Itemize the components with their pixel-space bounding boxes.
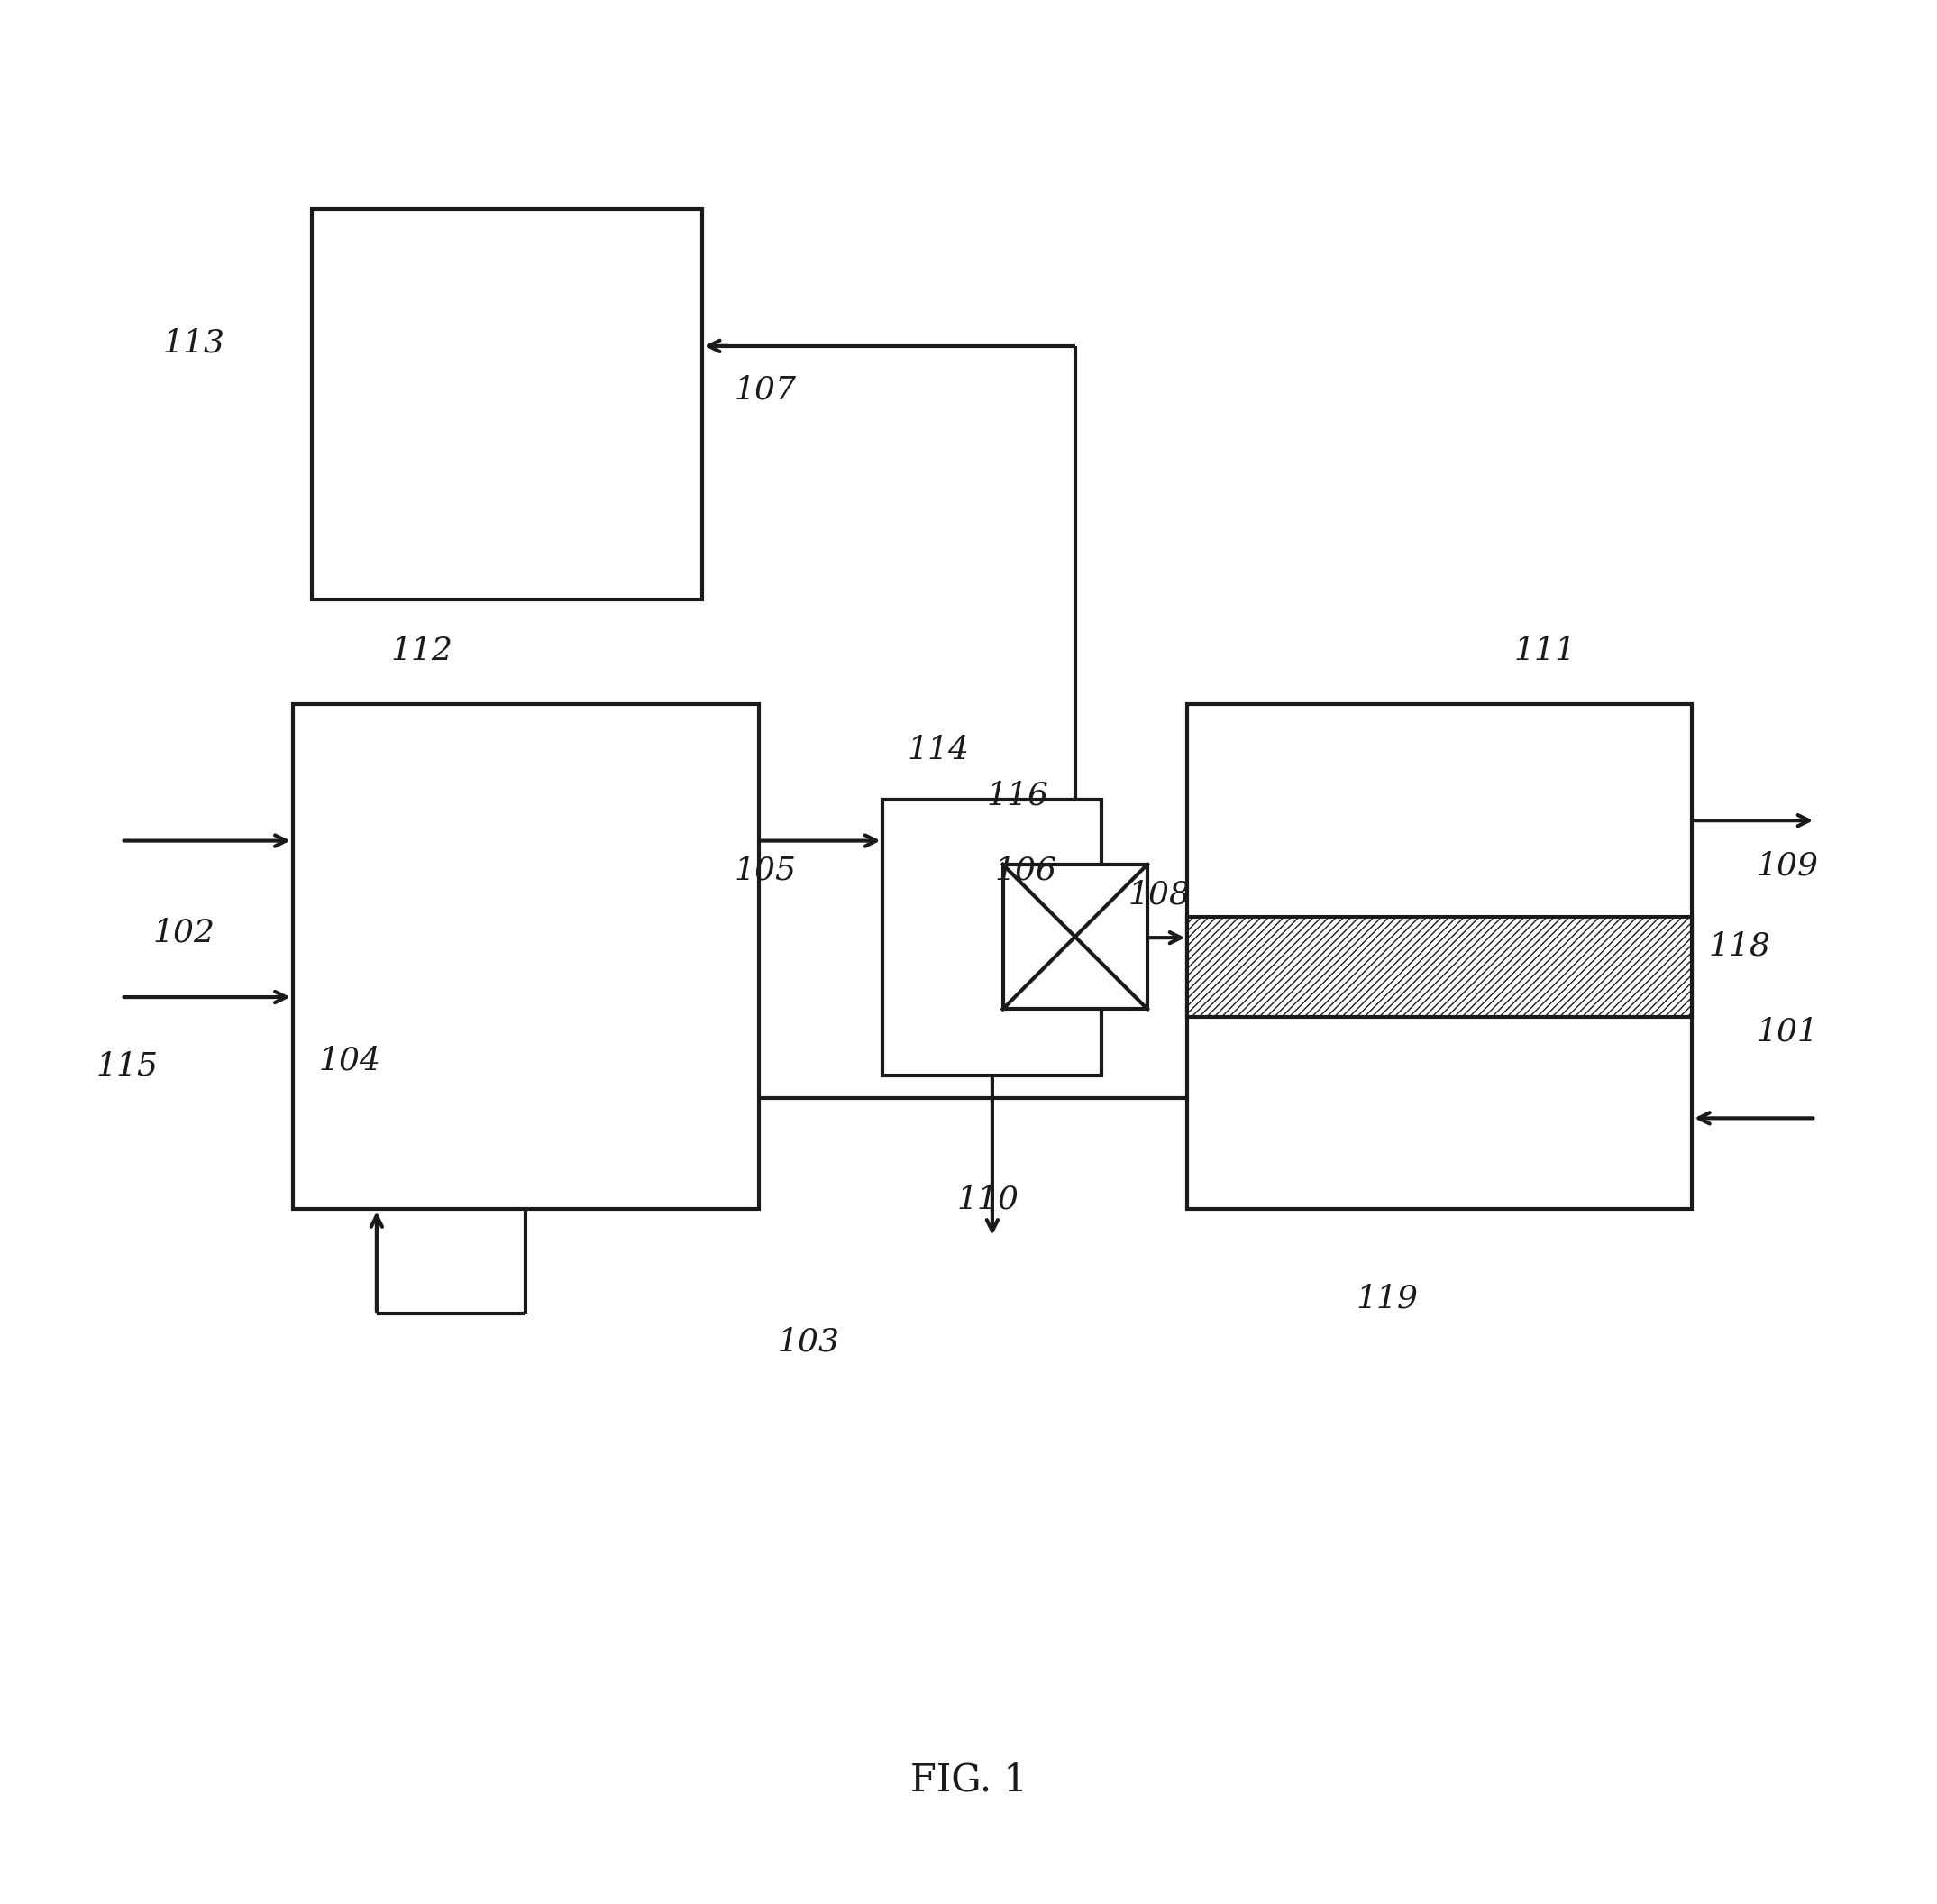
Text: 107: 107 (734, 375, 796, 406)
Text: 115: 115 (97, 1051, 159, 1081)
Text: 112: 112 (391, 636, 453, 666)
Text: 109: 109 (1757, 851, 1819, 882)
Text: 116: 116 (986, 781, 1050, 811)
Text: 118: 118 (1708, 931, 1770, 962)
Bar (1187, 704, 1691, 1209)
Bar (1003, 864, 1147, 1009)
Text: 113: 113 (163, 327, 225, 358)
Text: FIG. 1: FIG. 1 (910, 1761, 1027, 1799)
Bar (312, 209, 701, 600)
Bar (883, 800, 1102, 1076)
Text: 110: 110 (957, 1184, 1019, 1215)
Bar (292, 704, 759, 1209)
Text: 114: 114 (907, 735, 968, 765)
Text: 105: 105 (734, 855, 796, 885)
Text: 103: 103 (777, 1327, 841, 1358)
Text: 101: 101 (1757, 1017, 1819, 1047)
Text: 119: 119 (1356, 1283, 1418, 1314)
Text: 102: 102 (153, 918, 215, 948)
Text: 106: 106 (994, 855, 1058, 885)
Text: 108: 108 (1127, 880, 1189, 910)
Text: 104: 104 (320, 1045, 382, 1076)
Text: 111: 111 (1515, 636, 1577, 666)
Bar (1187, 916, 1691, 1017)
